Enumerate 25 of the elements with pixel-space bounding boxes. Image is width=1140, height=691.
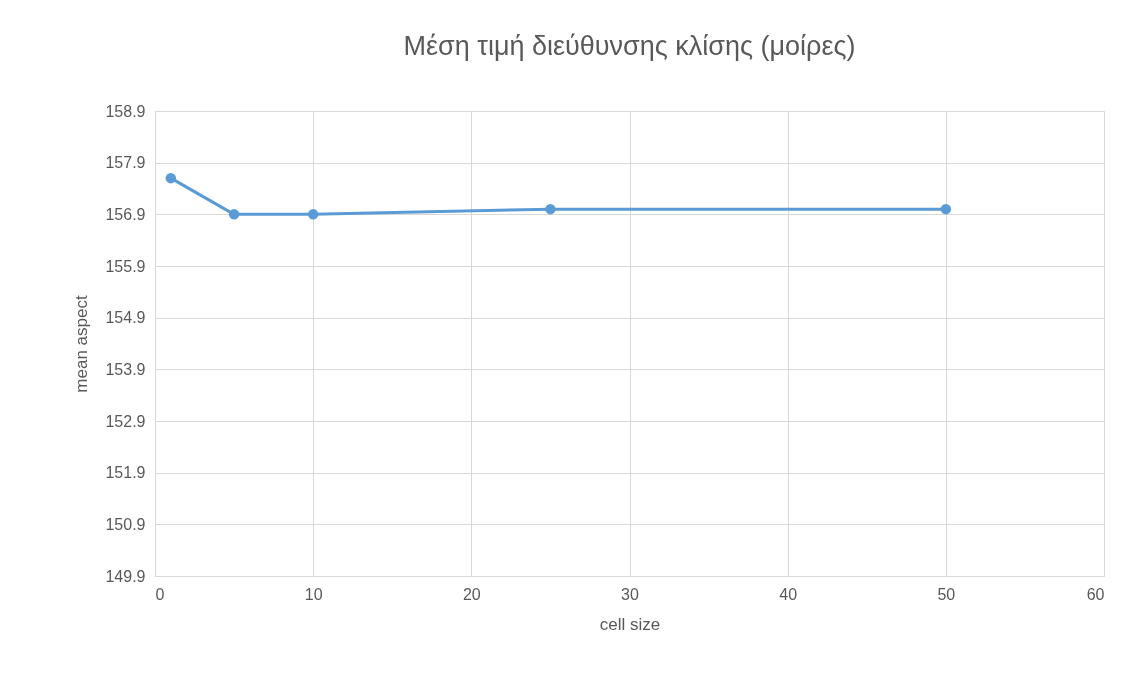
y-tick-label: 155.9 bbox=[105, 257, 146, 275]
y-tick-label: 156.9 bbox=[105, 205, 146, 223]
y-axis-title: mean aspect bbox=[72, 295, 92, 393]
y-tick-label: 158.9 bbox=[105, 102, 146, 120]
x-tick-label: 20 bbox=[462, 585, 481, 603]
point bbox=[307, 209, 319, 220]
y-tick-label: 149.9 bbox=[105, 567, 146, 585]
y-tick-label: 153.9 bbox=[105, 360, 146, 378]
y-tick-label: 151.9 bbox=[105, 464, 146, 482]
x-tick-label: 50 bbox=[937, 585, 956, 603]
point bbox=[165, 172, 177, 184]
x-axis-title: cell size bbox=[599, 614, 661, 634]
point bbox=[940, 203, 952, 215]
y-tick-label: 152.9 bbox=[105, 412, 146, 430]
chart-title: Μέση τιμή διεύθυνσης κλίσης (μοίρες) bbox=[403, 31, 856, 61]
x-tick-label: 0 bbox=[155, 585, 165, 603]
x-tick-label: 10 bbox=[304, 585, 323, 603]
x-tick-label: 30 bbox=[621, 585, 639, 603]
y-tick-label: 150.9 bbox=[105, 515, 146, 533]
x-tick-label: 60 bbox=[1086, 585, 1105, 603]
y-tick-label: 154.9 bbox=[105, 309, 146, 327]
x-tick-label: 40 bbox=[779, 585, 798, 603]
point bbox=[545, 203, 556, 215]
point bbox=[228, 209, 240, 220]
y-tick-label: 157.9 bbox=[105, 154, 146, 172]
